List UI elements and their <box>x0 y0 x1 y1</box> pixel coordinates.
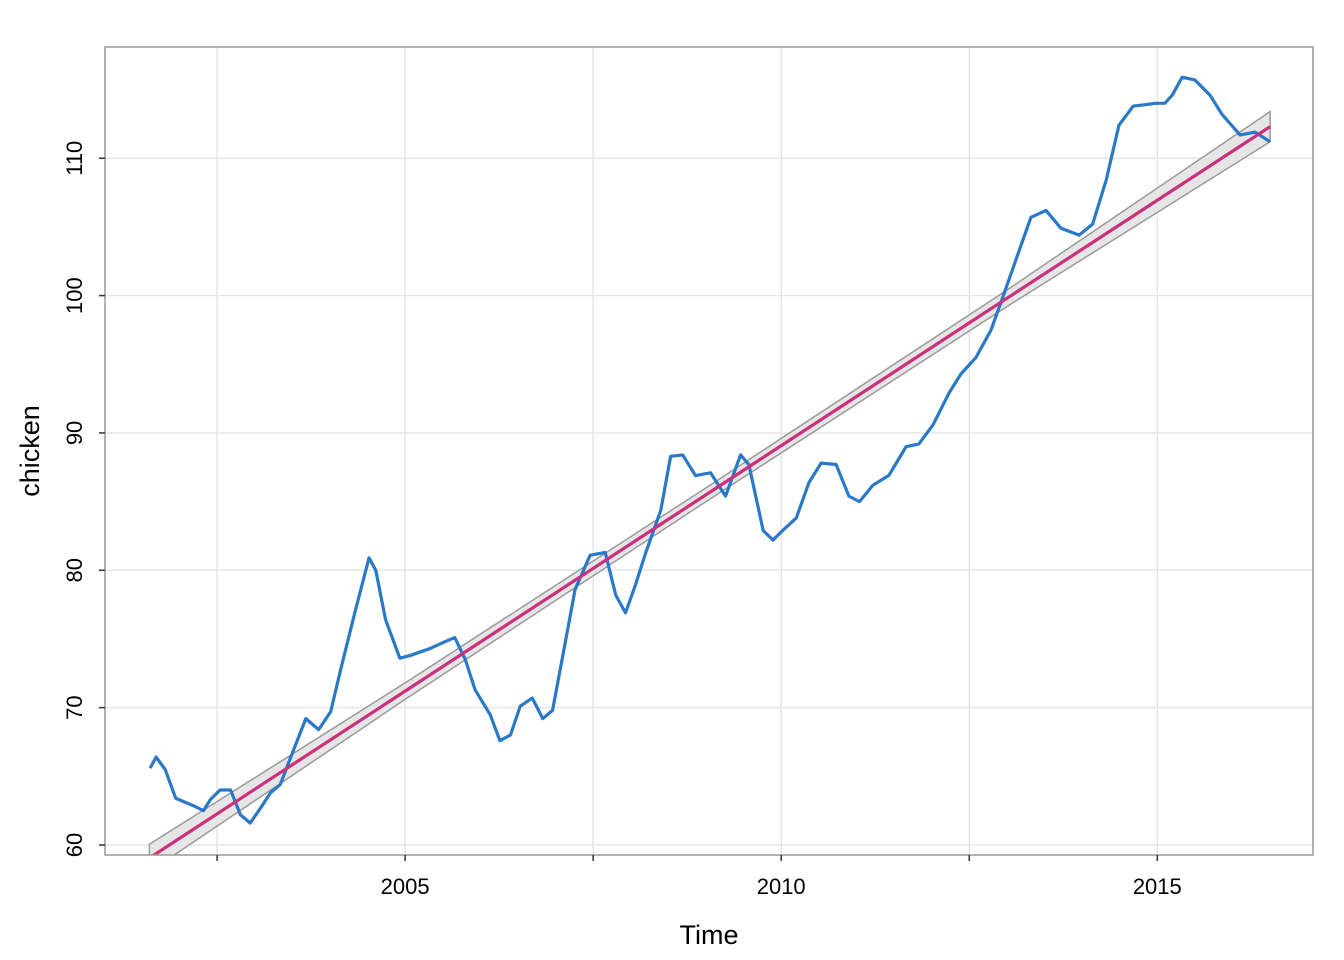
trend-line <box>151 125 1272 855</box>
plot-area <box>148 75 1272 855</box>
x-tick-label: 2005 <box>381 874 430 899</box>
y-tick-label: 70 <box>62 695 87 719</box>
grid <box>105 47 1313 855</box>
y-axis-title: chicken <box>15 405 45 497</box>
y-tick-label: 100 <box>62 277 87 314</box>
x-tick-label: 2015 <box>1133 874 1182 899</box>
y-tick-label: 90 <box>62 421 87 445</box>
data-line <box>148 75 1271 825</box>
y-tick-label: 80 <box>62 558 87 582</box>
plot-border <box>104 46 1314 856</box>
x-axis-title: Time <box>680 920 739 950</box>
y-tick-label: 60 <box>62 833 87 857</box>
x-tick-label: 2010 <box>757 874 806 899</box>
y-tick-label: 110 <box>62 141 87 176</box>
